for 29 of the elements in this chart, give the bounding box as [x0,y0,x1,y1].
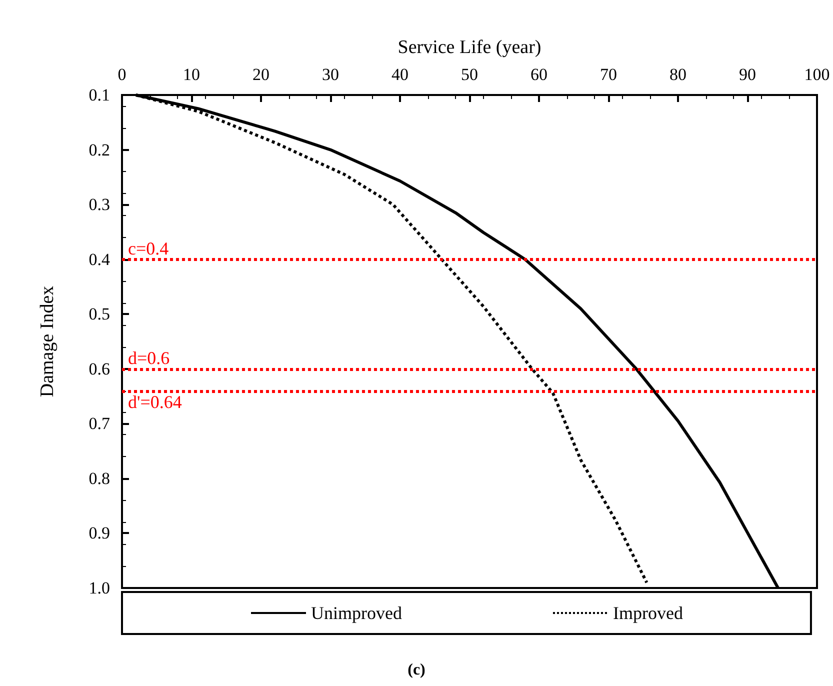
y-axis-title: Damage Index [37,285,58,398]
legend-label: Unimproved [311,603,402,623]
text: (c) [408,662,426,678]
y-tick-label: 0.9 [88,524,110,543]
x-tick-label: 90 [739,65,756,84]
x-tick-label: 60 [530,65,548,84]
y-tick-label: 0.7 [88,414,110,434]
ref-line-label: d'=0.64 [128,392,182,412]
legend-label: Improved [612,603,683,623]
x-tick-label: 50 [461,65,478,84]
y-tick-label: 0.6 [88,359,110,378]
x-tick-label: 80 [670,65,686,84]
y-tick-label: 0.5 [88,304,110,324]
y-tick-label: 1.0 [88,578,110,598]
x-tick-label: 20 [252,65,270,84]
x-tick-label: 10 [183,65,200,84]
x-tick-label: 100 [804,65,830,84]
ref-line-label: c=0.4 [128,238,169,258]
y-tick-label: 0.3 [88,195,110,214]
x-tick-label: 40 [392,65,408,84]
y-tick-label: 0.4 [88,250,110,269]
x-tick-label: 70 [600,65,617,84]
y-tick-label: 0.1 [88,86,110,104]
y-tick-label: 0.2 [88,140,110,160]
x-tick-label: 30 [322,65,339,84]
y-tick-label: 0.8 [88,468,110,488]
x-axis-title: Service Life (year) [398,37,542,58]
ref-line-label: d=0.6 [128,348,170,368]
x-tick-label: 0 [118,65,126,84]
